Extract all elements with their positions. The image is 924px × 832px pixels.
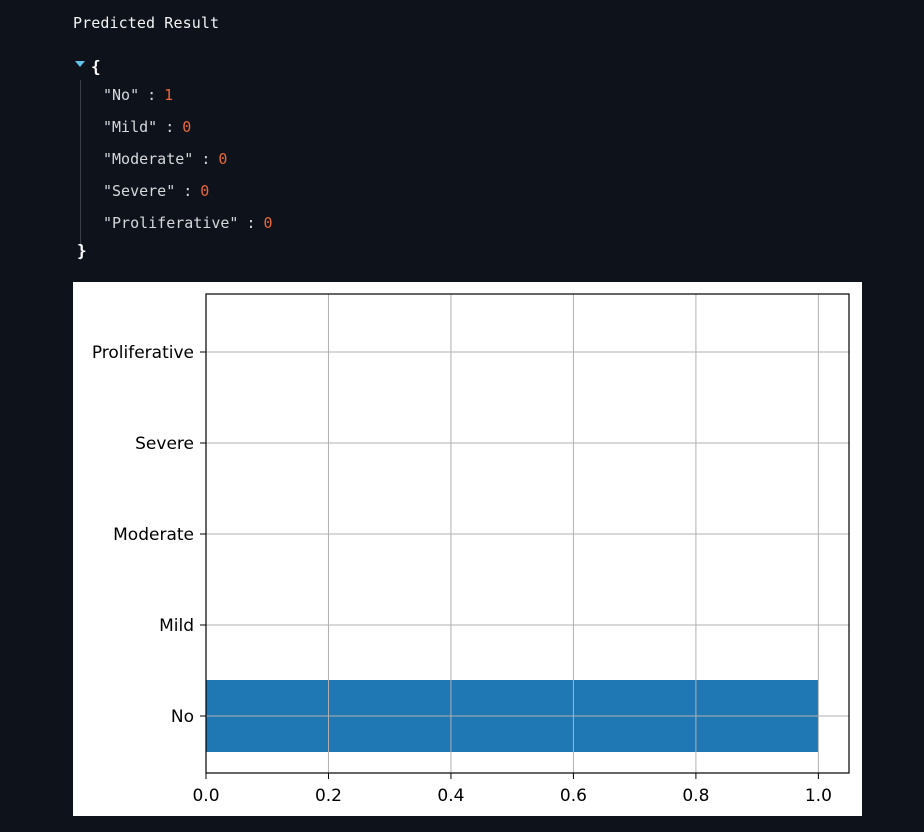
json-key: "No" (103, 86, 140, 104)
bar-chart: No Mild Moderate Severe Proliferative 0.0 0.2 0… (92, 293, 850, 806)
json-open-brace: { (91, 57, 101, 76)
json-colon: : (183, 182, 193, 200)
json-entry: "Severe":0 (103, 181, 209, 201)
x-tick-label: 0.6 (560, 786, 587, 806)
json-key: "Severe" (103, 182, 176, 200)
y-tick-label: No (171, 707, 194, 727)
json-value: 0 (263, 214, 273, 232)
json-value: 1 (164, 86, 174, 104)
collapse-caret-icon[interactable] (75, 61, 85, 67)
json-entry: "Moderate":0 (103, 149, 227, 169)
json-value: 0 (182, 118, 192, 136)
json-key: "Proliferative" (103, 214, 239, 232)
x-tick-label: 1.0 (805, 786, 832, 806)
json-colon: : (147, 86, 157, 104)
json-key: "Moderate" (103, 150, 194, 168)
json-colon: : (165, 118, 175, 136)
json-entry: "Proliferative":0 (103, 213, 273, 233)
json-value: 0 (218, 150, 228, 168)
y-tick-label: Mild (159, 616, 194, 636)
y-tick-label: Moderate (113, 525, 194, 545)
json-close-brace: } (77, 241, 87, 260)
json-entry: "No":1 (103, 85, 173, 105)
json-colon: : (201, 150, 211, 168)
x-tick-label: 0.4 (437, 786, 464, 806)
json-indent-guide (80, 80, 81, 260)
x-tick-label: 0.0 (192, 786, 219, 806)
y-tick-label: Severe (135, 434, 194, 454)
bar-chart-panel: No Mild Moderate Severe Proliferative 0.0 0.2 0… (73, 282, 862, 816)
json-key: "Mild" (103, 118, 158, 136)
page-title: Predicted Result (73, 14, 220, 32)
x-tick-label: 0.8 (682, 786, 709, 806)
json-entry: "Mild":0 (103, 117, 191, 137)
x-tick-label: 0.2 (315, 786, 342, 806)
json-colon: : (246, 214, 256, 232)
json-value: 0 (200, 182, 210, 200)
y-tick-label: Proliferative (92, 343, 194, 363)
